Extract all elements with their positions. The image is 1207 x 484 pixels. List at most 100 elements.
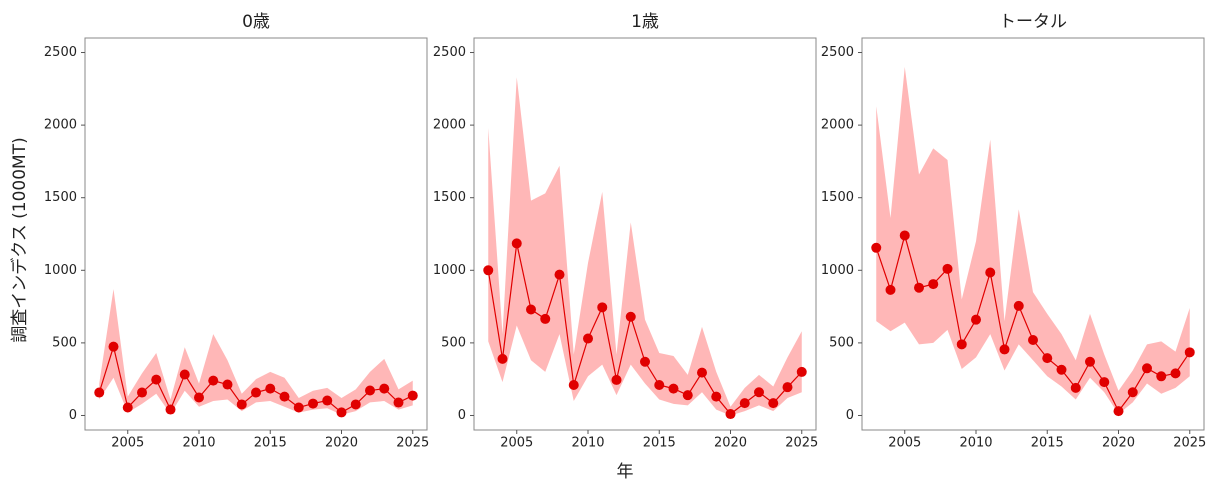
y-tick-label: 500 bbox=[441, 335, 466, 350]
data-point bbox=[540, 313, 551, 324]
data-point bbox=[94, 387, 105, 398]
data-point bbox=[583, 333, 593, 344]
data-point bbox=[165, 404, 176, 415]
y-tick-label: 500 bbox=[829, 335, 854, 350]
data-point bbox=[407, 390, 418, 401]
data-point bbox=[682, 390, 693, 401]
data-point bbox=[768, 398, 779, 409]
data-point bbox=[796, 366, 807, 377]
x-tick-label: 2020 bbox=[1102, 436, 1135, 451]
data-point bbox=[293, 402, 304, 413]
plot-frame bbox=[84, 37, 428, 431]
data-point bbox=[308, 398, 318, 409]
data-point bbox=[554, 269, 565, 280]
data-point bbox=[1042, 353, 1053, 364]
data-point bbox=[640, 356, 650, 367]
data-point bbox=[179, 369, 190, 380]
data-point bbox=[194, 392, 204, 403]
y-tick-label: 2500 bbox=[821, 45, 854, 60]
data-point bbox=[871, 242, 882, 253]
y-axis-label: 調査インデクス (1000MT) bbox=[9, 137, 30, 342]
y-tick-label: 1000 bbox=[433, 263, 466, 278]
data-point bbox=[1184, 347, 1195, 358]
data-point bbox=[511, 238, 522, 249]
data-point bbox=[697, 367, 707, 378]
data-point bbox=[279, 391, 290, 402]
y-tick-label: 2000 bbox=[821, 118, 854, 133]
data-point bbox=[350, 399, 361, 410]
y-tick-label: 0 bbox=[846, 408, 854, 423]
data-point bbox=[739, 398, 750, 409]
chart-title: 1歳 bbox=[631, 12, 659, 32]
data-point bbox=[236, 399, 247, 410]
data-point bbox=[956, 339, 967, 350]
confidence-band bbox=[876, 67, 1190, 415]
data-point bbox=[885, 284, 896, 295]
data-point bbox=[1028, 334, 1038, 345]
plot-frame bbox=[861, 37, 1205, 431]
data-point bbox=[597, 302, 608, 313]
data-point bbox=[251, 387, 261, 398]
x-tick-label: 2025 bbox=[785, 436, 818, 451]
data-point bbox=[108, 341, 119, 352]
data-point bbox=[483, 265, 494, 276]
data-point bbox=[1156, 371, 1167, 382]
data-point bbox=[1113, 406, 1124, 417]
data-point bbox=[999, 344, 1010, 355]
data-point bbox=[1056, 364, 1067, 375]
data-point bbox=[899, 230, 910, 241]
data-point bbox=[526, 304, 536, 315]
data-point bbox=[222, 379, 233, 390]
data-point bbox=[137, 387, 147, 398]
x-axis-label: 年 bbox=[617, 462, 634, 482]
data-point bbox=[914, 282, 924, 293]
y-tick-label: 2000 bbox=[44, 118, 77, 133]
data-point bbox=[1070, 382, 1081, 393]
data-point bbox=[928, 279, 939, 290]
x-tick-label: 2025 bbox=[396, 436, 429, 451]
data-point bbox=[122, 402, 133, 413]
data-point bbox=[265, 383, 276, 394]
data-point bbox=[725, 409, 736, 420]
y-tick-label: 500 bbox=[52, 335, 77, 350]
data-point bbox=[668, 383, 679, 394]
y-tick-label: 1500 bbox=[44, 190, 77, 205]
x-tick-label: 2025 bbox=[1173, 436, 1206, 451]
data-point bbox=[365, 385, 375, 396]
y-tick-label: 1500 bbox=[433, 190, 466, 205]
x-tick-label: 2005 bbox=[888, 436, 921, 451]
data-point bbox=[208, 375, 219, 386]
chart-title: トータル bbox=[999, 12, 1067, 32]
data-point bbox=[654, 379, 665, 390]
data-point bbox=[379, 383, 390, 394]
data-point bbox=[336, 407, 347, 418]
x-tick-label: 2010 bbox=[182, 436, 215, 451]
x-tick-label: 2005 bbox=[500, 436, 533, 451]
x-tick-label: 2020 bbox=[325, 436, 358, 451]
y-tick-label: 2500 bbox=[44, 45, 77, 60]
x-tick-label: 2015 bbox=[643, 436, 676, 451]
x-tick-label: 2005 bbox=[111, 436, 144, 451]
data-point bbox=[497, 353, 508, 364]
confidence-band bbox=[99, 289, 413, 415]
y-tick-label: 2000 bbox=[433, 118, 466, 133]
y-tick-label: 1500 bbox=[821, 190, 854, 205]
data-point bbox=[754, 387, 764, 398]
x-tick-label: 2010 bbox=[959, 436, 992, 451]
y-tick-label: 1000 bbox=[821, 263, 854, 278]
x-tick-label: 2020 bbox=[714, 436, 747, 451]
data-point bbox=[1085, 356, 1095, 367]
data-point bbox=[1099, 377, 1110, 388]
data-point bbox=[393, 397, 404, 408]
y-tick-label: 2500 bbox=[433, 45, 466, 60]
data-point bbox=[1127, 387, 1138, 398]
data-point bbox=[611, 374, 622, 385]
data-point bbox=[971, 314, 981, 325]
data-point bbox=[711, 391, 722, 402]
x-tick-label: 2010 bbox=[571, 436, 604, 451]
data-point bbox=[1013, 300, 1024, 311]
data-point bbox=[322, 395, 333, 406]
data-point bbox=[1170, 368, 1181, 379]
data-point bbox=[985, 267, 996, 278]
x-tick-label: 2015 bbox=[1031, 436, 1064, 451]
